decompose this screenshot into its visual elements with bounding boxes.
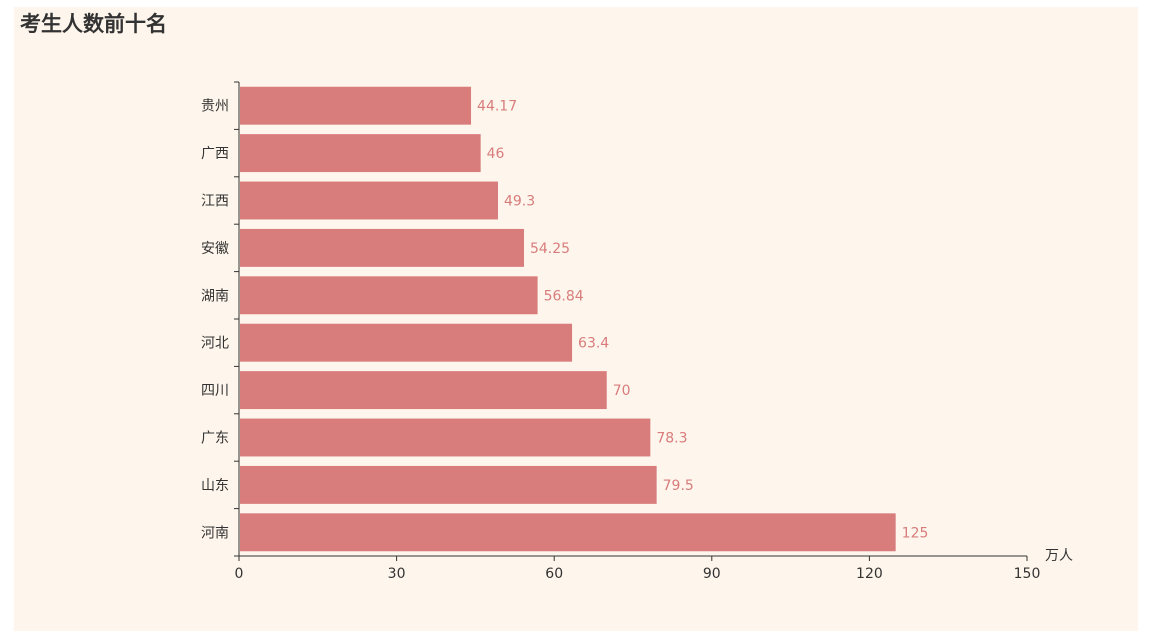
chart-title: 考生人数前十名: [20, 12, 167, 36]
x-tick-label-5: 150: [1014, 566, 1041, 582]
bar-7: [240, 228, 524, 267]
data-label-5: 63.4: [578, 336, 609, 352]
data-label-10: 44.17: [477, 99, 517, 115]
data-label-8: 49.3: [504, 194, 535, 210]
data-label-1: 125: [902, 525, 929, 541]
x-tick-label-3: 90: [703, 566, 721, 582]
data-label-6: 56.84: [544, 288, 584, 304]
bar-group: 125 79.5 78.3 70 63.4 56.84 54.25 49.3 46 44.17: [240, 86, 929, 552]
data-label-7: 54.25: [530, 241, 570, 257]
x-tick-label-4: 120: [856, 566, 883, 582]
bar-3: [240, 418, 651, 457]
bar-9: [240, 134, 481, 173]
category-label-7: 安徽: [201, 241, 229, 257]
category-label-9: 广西: [201, 146, 229, 162]
category-label-1: 河南: [201, 525, 229, 541]
category-label-6: 湖南: [201, 288, 229, 304]
bar-4: [240, 371, 607, 410]
bar-6: [240, 276, 538, 315]
category-label-5: 河北: [201, 336, 229, 352]
x-tick-label-2: 60: [545, 566, 563, 582]
category-label-2: 山东: [201, 478, 229, 494]
data-label-4: 70: [613, 383, 631, 399]
data-label-3: 78.3: [656, 431, 687, 447]
x-axis-unit-label: 万人: [1045, 548, 1073, 564]
bar-1: [240, 513, 896, 552]
bar-10: [240, 86, 472, 125]
bar-5: [240, 323, 573, 362]
category-label-4: 四川: [201, 383, 229, 399]
bar-8: [240, 181, 498, 220]
category-label-3: 广东: [201, 431, 229, 447]
y-axis: 河南 山东 广东 四川 河北 湖南 安徽 江西 广西 贵州: [201, 81, 240, 557]
x-tick-label-1: 30: [388, 566, 406, 582]
category-label-10: 贵州: [201, 99, 229, 115]
category-label-8: 江西: [201, 194, 229, 210]
bar-2: [240, 465, 657, 504]
data-label-9: 46: [487, 146, 505, 162]
data-label-2: 79.5: [663, 478, 694, 494]
x-tick-label-0: 0: [235, 566, 244, 582]
